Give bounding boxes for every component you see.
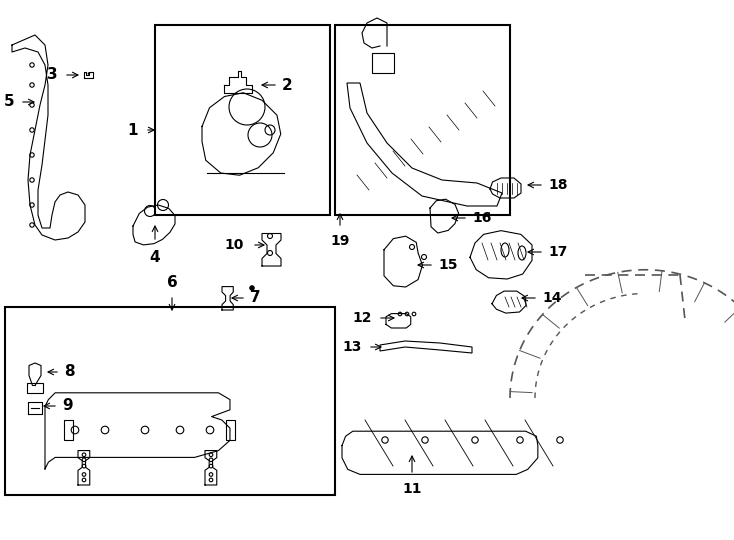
Text: 1: 1 <box>128 123 138 138</box>
Text: 13: 13 <box>343 340 362 354</box>
Bar <box>372 53 394 73</box>
Text: 6: 6 <box>167 275 178 290</box>
Circle shape <box>250 286 254 290</box>
Text: 5: 5 <box>4 94 14 110</box>
Text: 3: 3 <box>48 68 58 83</box>
Text: 9: 9 <box>62 399 73 414</box>
Text: 18: 18 <box>548 178 567 192</box>
Text: 15: 15 <box>438 258 457 272</box>
Bar <box>155 25 330 215</box>
Bar <box>64 420 73 440</box>
Text: 7: 7 <box>250 291 261 306</box>
Text: 2: 2 <box>282 78 293 92</box>
Text: 19: 19 <box>330 234 349 248</box>
Text: 17: 17 <box>548 245 567 259</box>
Text: 8: 8 <box>64 364 75 380</box>
Bar <box>335 25 510 215</box>
Text: 10: 10 <box>225 238 244 252</box>
Bar <box>5 307 335 495</box>
Text: 12: 12 <box>352 311 372 325</box>
Text: 14: 14 <box>542 291 562 305</box>
Bar <box>225 420 234 440</box>
Text: 16: 16 <box>472 211 491 225</box>
Text: 11: 11 <box>402 482 422 496</box>
Text: 4: 4 <box>150 250 160 265</box>
Bar <box>27 383 43 393</box>
